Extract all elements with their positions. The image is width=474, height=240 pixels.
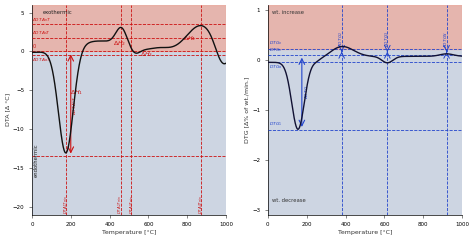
Text: $DTA_3T_{min}$: $DTA_3T_{min}$ bbox=[129, 195, 137, 215]
Text: $DTA_2T_{min}$: $DTA_2T_{min}$ bbox=[116, 195, 124, 215]
Text: exothermic: exothermic bbox=[43, 10, 73, 15]
Y-axis label: DTG [Δ% of wt./min.]: DTG [Δ% of wt./min.] bbox=[244, 77, 249, 143]
Bar bbox=[32, 5, 226, 52]
Text: wt. decrease: wt. decrease bbox=[272, 198, 305, 203]
Text: $\Delta DTA_1T$: $\Delta DTA_1T$ bbox=[72, 96, 79, 115]
Text: $\Delta H_1$: $\Delta H_1$ bbox=[70, 88, 83, 97]
Text: endothermic: endothermic bbox=[34, 144, 39, 177]
Text: $\Delta DTA_aT$: $\Delta DTA_aT$ bbox=[33, 56, 52, 64]
Text: $DTG_a$: $DTG_a$ bbox=[269, 63, 282, 71]
Y-axis label: DTA [Δ °C]: DTA [Δ °C] bbox=[5, 93, 10, 126]
Text: $\Delta H_2$: $\Delta H_2$ bbox=[113, 39, 127, 48]
Text: $DTA_4T_{min}$: $DTA_4T_{min}$ bbox=[197, 195, 205, 215]
Text: $\Delta H_4$: $\Delta H_4$ bbox=[183, 34, 197, 43]
Text: $DTA_1T_{min}$: $DTA_1T_{min}$ bbox=[62, 195, 70, 215]
Text: $DTG_o$: $DTG_o$ bbox=[269, 40, 282, 47]
Text: $\Delta DTG_2$: $\Delta DTG_2$ bbox=[338, 31, 346, 47]
Text: $\Delta DTG$: $\Delta DTG$ bbox=[303, 85, 310, 99]
X-axis label: Temperature [°C]: Temperature [°C] bbox=[102, 230, 156, 235]
Text: $\Delta DTG_3$: $\Delta DTG_3$ bbox=[383, 31, 391, 48]
Text: $\Delta H_3$: $\Delta H_3$ bbox=[140, 50, 154, 59]
Text: wt. increase: wt. increase bbox=[272, 10, 304, 15]
Text: $0$: $0$ bbox=[33, 42, 37, 50]
Text: $DTG_1$: $DTG_1$ bbox=[269, 121, 282, 128]
X-axis label: Temperature [°C]: Temperature [°C] bbox=[338, 230, 392, 235]
Text: $\Delta DTG_N$: $\Delta DTG_N$ bbox=[443, 31, 450, 48]
Text: $\Delta DTA_sT$: $\Delta DTA_sT$ bbox=[33, 29, 51, 37]
Text: $DTG_s$: $DTG_s$ bbox=[269, 46, 282, 54]
Bar bbox=[268, 5, 462, 49]
Text: $\Delta DTA_nT$: $\Delta DTA_nT$ bbox=[33, 16, 52, 24]
